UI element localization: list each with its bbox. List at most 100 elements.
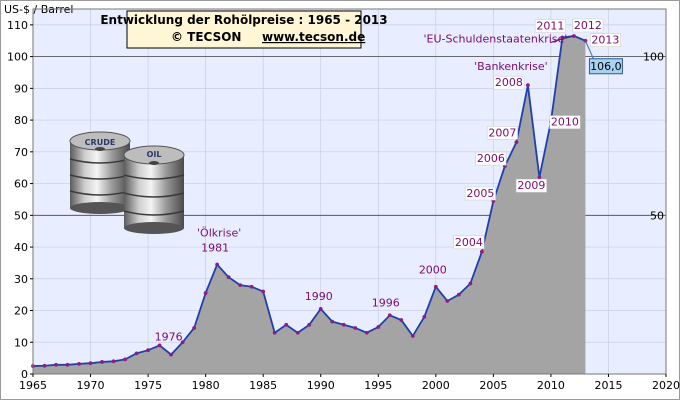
data-point bbox=[192, 326, 197, 330]
annotation-label: 2008 bbox=[495, 76, 523, 89]
x-tick-label: 2010 bbox=[537, 379, 565, 392]
annotation-box bbox=[549, 115, 581, 129]
annotation-label: 2013 bbox=[591, 34, 619, 47]
annotation-label: 1981 bbox=[201, 242, 229, 255]
annotation-box bbox=[515, 178, 547, 193]
x-tick-label: 1975 bbox=[134, 379, 162, 392]
data-point bbox=[479, 249, 484, 254]
data-point bbox=[330, 319, 335, 324]
y-tick-label: 0 bbox=[21, 368, 28, 381]
barrel-oil: OIL bbox=[123, 145, 185, 234]
data-point bbox=[468, 281, 473, 286]
data-point bbox=[54, 362, 58, 367]
annotation-label: 2007 bbox=[488, 126, 516, 139]
annotation-label: 2006 bbox=[477, 152, 505, 165]
data-point bbox=[65, 362, 70, 367]
y-tick-label: 20 bbox=[14, 305, 28, 318]
x-tick-label: 1995 bbox=[364, 379, 392, 392]
annotation-box bbox=[464, 186, 496, 201]
data-point bbox=[146, 348, 150, 353]
chart-website: www.tecson.de bbox=[262, 30, 365, 44]
annotation-label: 2005 bbox=[466, 187, 494, 200]
barrel-crude-bottom bbox=[70, 202, 130, 214]
data-point bbox=[445, 299, 450, 303]
x-tick-label: 1990 bbox=[307, 379, 335, 392]
annotation-label: 2000 bbox=[419, 264, 447, 277]
annotation-labels: 1976 'Ölkrise' 1981 1990 1996 2000 2004 2005 200… bbox=[155, 18, 621, 343]
data-point bbox=[410, 334, 415, 338]
data-point bbox=[157, 343, 162, 348]
data-point bbox=[215, 262, 220, 267]
data-point bbox=[353, 326, 358, 330]
annotation-label: 'Ölkrise' bbox=[197, 227, 241, 240]
annotation-box bbox=[486, 126, 518, 140]
annotation-leader bbox=[550, 35, 575, 43]
data-point bbox=[433, 284, 438, 289]
barrel-crude-label: CRUDE bbox=[85, 138, 116, 147]
annotation-box bbox=[534, 19, 566, 33]
data-point bbox=[123, 357, 127, 362]
y-tick-label: 100 bbox=[7, 51, 28, 64]
last-value-text: 106,0 bbox=[590, 60, 622, 73]
y-tick-label: 30 bbox=[14, 273, 28, 286]
data-point bbox=[272, 330, 277, 335]
data-point bbox=[261, 289, 266, 294]
annotation-label: 'EU-Schuldenstaatenkrise' bbox=[424, 33, 568, 46]
x-tick-label: 1980 bbox=[192, 379, 220, 392]
data-point bbox=[341, 322, 346, 327]
x-tick-label: 1985 bbox=[249, 379, 277, 392]
right-tick-label: 50 bbox=[650, 209, 664, 222]
data-point bbox=[307, 322, 312, 327]
last-value-leader bbox=[584, 40, 594, 59]
annotation-label: 2010 bbox=[551, 116, 579, 129]
data-point bbox=[560, 35, 565, 40]
annotation-box bbox=[493, 75, 525, 90]
title-box: Entwicklung der Rohölpreise : 1965 - 201… bbox=[100, 10, 388, 49]
x-tick-label: 2005 bbox=[479, 379, 507, 392]
data-point bbox=[387, 313, 392, 318]
barrel-oil-label: OIL bbox=[147, 150, 162, 159]
y-tick-label: 40 bbox=[14, 241, 28, 254]
data-point bbox=[226, 275, 231, 280]
data-point bbox=[318, 307, 323, 311]
barrel-crude-cap bbox=[95, 147, 105, 151]
data-point bbox=[100, 360, 104, 364]
annotation-label: 'Bankenkrise' bbox=[474, 60, 547, 73]
last-value-box bbox=[588, 58, 623, 75]
data-point bbox=[77, 361, 81, 366]
axes: 0 10 20 30 40 50 60 70 80 90 100 110 1965 1970 1975 198… bbox=[7, 8, 680, 392]
data-point bbox=[572, 34, 576, 38]
data-point bbox=[88, 361, 93, 366]
y-tick-label: 70 bbox=[14, 146, 28, 159]
data-point bbox=[42, 363, 47, 368]
annotation-label: 1976 bbox=[155, 330, 183, 343]
data-point bbox=[295, 330, 300, 335]
annotation-label: 2004 bbox=[455, 236, 483, 249]
y-tick-label: 50 bbox=[14, 209, 28, 222]
barrel-oil-bottom bbox=[124, 222, 184, 234]
title-box-bg bbox=[126, 10, 362, 49]
barrel-crude-body bbox=[70, 141, 130, 208]
data-point bbox=[284, 322, 289, 327]
data-point bbox=[537, 175, 542, 180]
plot-border bbox=[32, 8, 667, 375]
x-tick-label: 1970 bbox=[77, 379, 105, 392]
annotation-label: 2011 bbox=[536, 20, 564, 33]
annotation-label: 1996 bbox=[372, 296, 400, 309]
barrel-crude: CRUDE bbox=[69, 131, 131, 214]
x-tick-label: 2015 bbox=[594, 379, 622, 392]
data-point bbox=[376, 325, 381, 329]
data-point bbox=[514, 140, 519, 145]
y-tick-label: 110 bbox=[7, 19, 28, 32]
data-point bbox=[238, 283, 243, 288]
y-tick-label: 10 bbox=[14, 336, 28, 349]
data-point bbox=[525, 83, 530, 88]
annotation-box bbox=[475, 151, 507, 166]
data-point bbox=[180, 340, 185, 345]
annotation-label: 1990 bbox=[305, 290, 333, 303]
annotation-box bbox=[572, 18, 604, 33]
barrel-oil-body bbox=[124, 155, 184, 228]
data-point bbox=[456, 292, 461, 297]
data-point bbox=[399, 318, 404, 322]
